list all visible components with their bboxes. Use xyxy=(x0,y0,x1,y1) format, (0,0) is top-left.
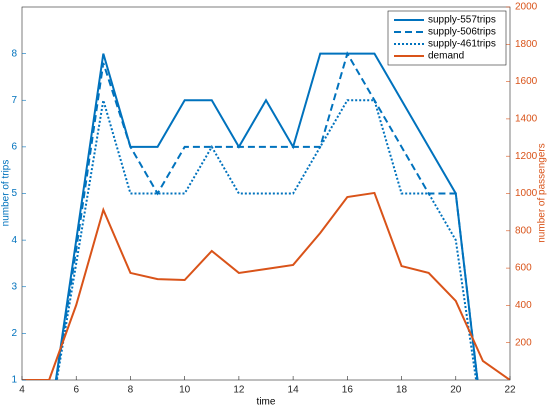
y-tick-label: 1 xyxy=(11,375,17,386)
series-line xyxy=(22,191,510,380)
x-tick-label: 6 xyxy=(73,385,79,396)
y-tick-label: 5 xyxy=(11,188,17,199)
x-tick-label: 16 xyxy=(342,385,354,396)
y2-tick-label: 200 xyxy=(515,337,532,348)
y-tick-label: 8 xyxy=(11,48,17,59)
y2-axis-label: number of passengers xyxy=(537,143,548,243)
y-tick-label: 7 xyxy=(11,95,17,106)
y2-tick-label: 1000 xyxy=(515,188,538,199)
series-line xyxy=(54,52,479,380)
x-axis-label: time xyxy=(257,397,276,408)
y2-tick-label: 400 xyxy=(515,300,532,311)
y-tick-label: 2 xyxy=(11,328,17,339)
x-tick-label: 14 xyxy=(288,385,300,396)
y-tick-label: 4 xyxy=(11,235,17,246)
x-tick-label: 12 xyxy=(233,385,245,396)
x-tick-label: 4 xyxy=(19,385,25,396)
series-line xyxy=(55,99,478,380)
y2-tick-label: 1400 xyxy=(515,114,538,125)
y2-tick-label: 1200 xyxy=(515,151,538,162)
y2-tick-label: 600 xyxy=(515,263,532,274)
legend-label: demand xyxy=(428,51,464,62)
y2-tick-label: 1600 xyxy=(515,76,538,87)
x-tick-label: 8 xyxy=(128,385,134,396)
legend-label: supply-461trips xyxy=(428,39,496,50)
x-tick-label: 22 xyxy=(504,385,516,396)
y-tick-label: 6 xyxy=(11,142,17,153)
y2-tick-label: 2000 xyxy=(515,2,538,13)
legend-label: supply-506trips xyxy=(428,27,496,38)
y2-tick-label: 800 xyxy=(515,225,532,236)
x-tick-label: 10 xyxy=(179,385,191,396)
series-line xyxy=(55,51,479,380)
legend-label: supply-557trips xyxy=(428,15,496,26)
x-tick-label: 20 xyxy=(450,385,462,396)
plot-area xyxy=(22,51,510,380)
y-axis-label: number of trips xyxy=(1,160,12,227)
x-tick-label: 18 xyxy=(396,385,408,396)
y2-tick-label: 1800 xyxy=(515,39,538,50)
y-tick-label: 3 xyxy=(11,281,17,292)
